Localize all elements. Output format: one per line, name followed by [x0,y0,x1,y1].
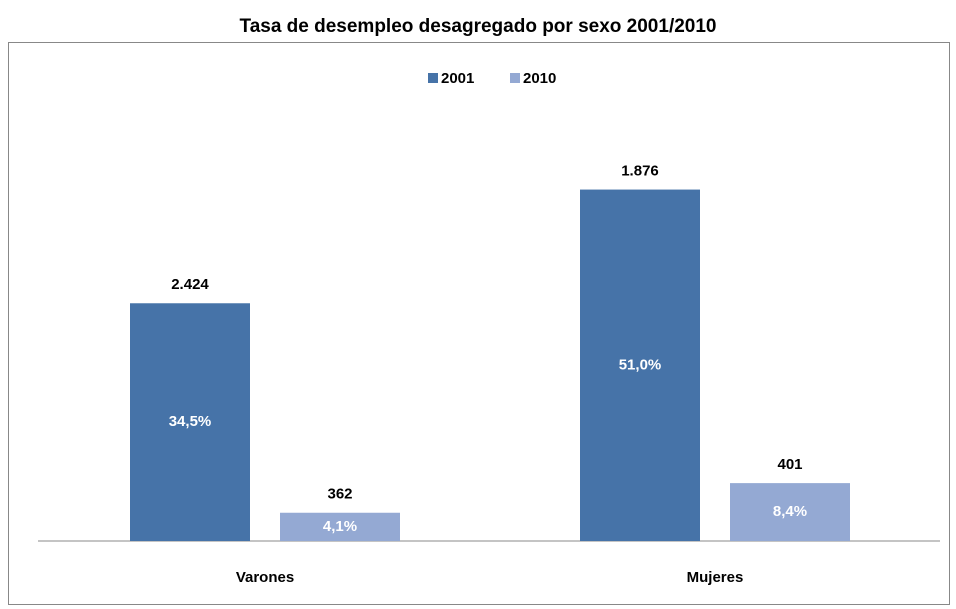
value-label: 8,4% [773,503,807,520]
bar [580,189,700,541]
x-tick-label: Mujeres [687,569,744,586]
bar [130,303,250,541]
value-label: 51,0% [619,356,662,373]
legend-label: 2001 [441,70,474,87]
legend-label: 2010 [523,70,556,87]
count-label: 1.876 [621,163,659,180]
count-label: 401 [777,456,802,473]
count-label: 2.424 [171,276,209,293]
count-label: 362 [327,486,352,503]
chart-title: Tasa de desempleo desagregado por sexo 2… [240,16,717,37]
legend-swatch [428,73,438,83]
bar [280,512,400,541]
legend-swatch [510,73,520,83]
bar [730,483,850,541]
value-label: 34,5% [169,413,212,430]
x-tick-label: Varones [236,569,294,586]
chart-border [8,42,950,605]
value-label: 4,1% [323,518,357,535]
